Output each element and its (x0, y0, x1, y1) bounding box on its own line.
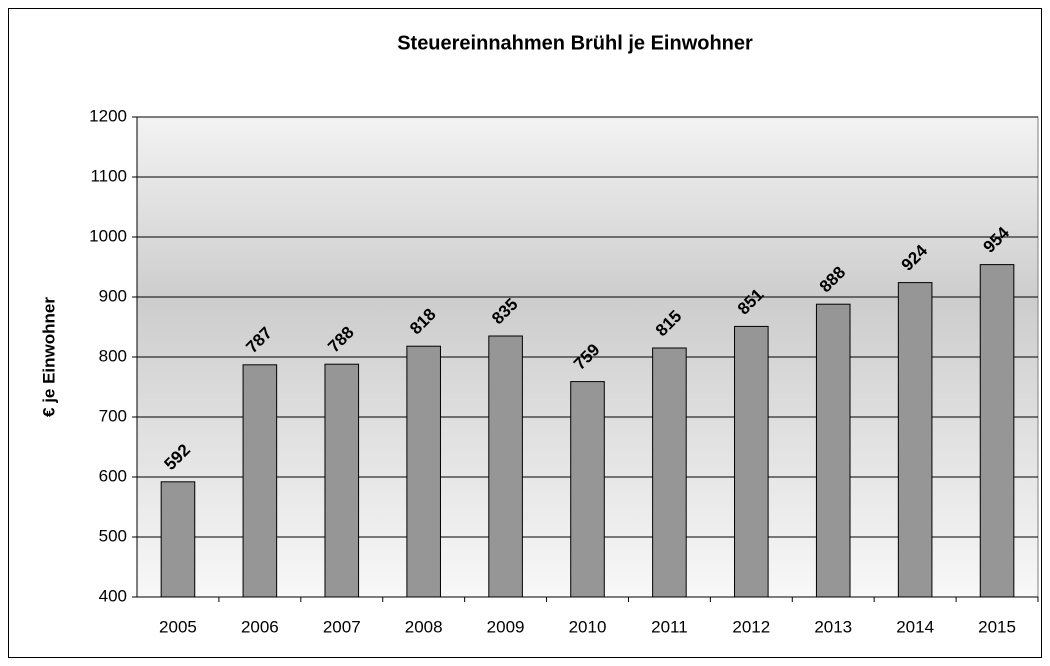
chart-title: Steuereinnahmen Brühl je Einwohner (397, 32, 753, 54)
bar (979, 264, 1015, 598)
bar (815, 303, 851, 598)
y-tick-label: 1000 (89, 226, 127, 245)
y-axis-label: € je Einwohner (39, 297, 58, 417)
y-tick-label: 1200 (89, 106, 127, 125)
bar (897, 282, 933, 598)
y-tick-label: 800 (99, 346, 127, 365)
y-tick-label: 900 (99, 286, 127, 305)
y-tick-label: 500 (99, 526, 127, 545)
x-tick-label: 2014 (896, 617, 934, 636)
x-tick-label: 2011 (651, 617, 688, 636)
x-tick-label: 2008 (405, 617, 443, 636)
bar (324, 363, 360, 598)
x-tick-label: 2010 (569, 617, 607, 636)
bar (242, 364, 278, 598)
bar (488, 335, 523, 598)
x-tick-label: 2012 (732, 617, 770, 636)
bar (570, 381, 605, 598)
x-tick-label: 2013 (814, 617, 852, 636)
y-tick-label: 600 (99, 466, 127, 485)
bar (652, 347, 687, 598)
y-tick-label: 400 (99, 586, 127, 605)
bar (160, 481, 196, 598)
x-tick-label: 2007 (323, 617, 361, 636)
x-tick-label: 2006 (241, 617, 279, 636)
bar (734, 325, 769, 598)
y-tick-label: 700 (99, 406, 127, 425)
x-tick-label: 2005 (159, 617, 197, 636)
y-tick-label: 1100 (90, 166, 127, 185)
x-tick-label: 2009 (487, 617, 525, 636)
x-tick-label: 2015 (978, 617, 1016, 636)
bar (406, 345, 441, 598)
